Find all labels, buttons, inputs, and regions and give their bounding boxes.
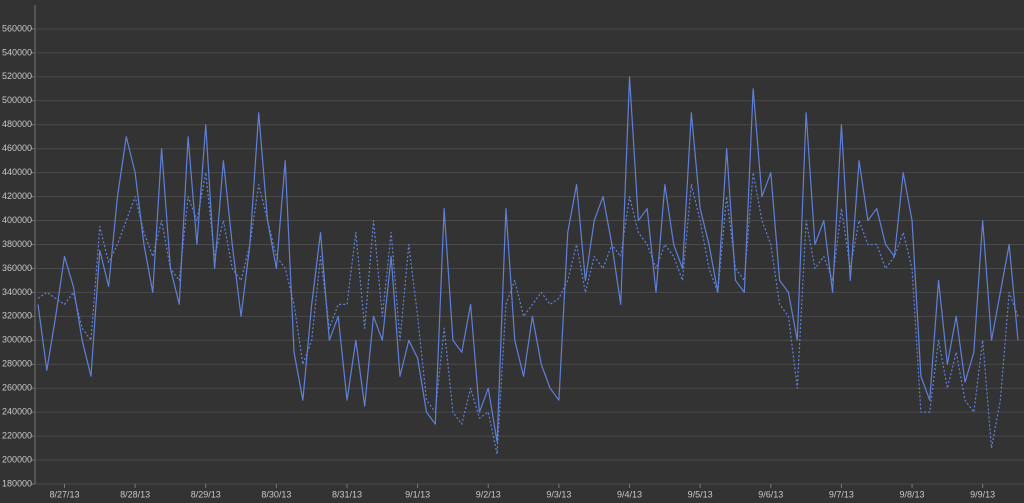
y-tick-label: 400000 <box>2 215 32 225</box>
y-tick-label: 340000 <box>2 287 32 297</box>
y-tick-label: 540000 <box>2 47 32 57</box>
y-tick-label: 280000 <box>2 359 32 369</box>
y-tick-label: 300000 <box>2 335 32 345</box>
x-tick-label: 9/2/13 <box>476 489 501 499</box>
y-tick-label: 360000 <box>2 263 32 273</box>
y-tick-label: 460000 <box>2 143 32 153</box>
y-tick-label: 520000 <box>2 71 32 81</box>
y-tick-label: 220000 <box>2 430 32 440</box>
x-tick-label: 8/27/13 <box>49 489 79 499</box>
x-tick-label: 9/9/13 <box>970 489 995 499</box>
x-tick-label: 9/5/13 <box>688 489 713 499</box>
y-tick-label: 200000 <box>2 454 32 464</box>
x-tick-label: 8/31/13 <box>332 489 362 499</box>
y-tick-label: 260000 <box>2 383 32 393</box>
x-tick-label: 9/6/13 <box>758 489 783 499</box>
y-tick-label: 240000 <box>2 407 32 417</box>
y-tick-label: 380000 <box>2 239 32 249</box>
x-tick-label: 9/4/13 <box>617 489 642 499</box>
solid-line <box>37 76 1019 443</box>
x-tick-label: 9/7/13 <box>829 489 854 499</box>
x-tick-label: 8/29/13 <box>191 489 221 499</box>
x-tick-label: 9/8/13 <box>900 489 925 499</box>
y-tick-label: 560000 <box>2 23 32 33</box>
y-tick-label: 500000 <box>2 95 32 105</box>
x-tick-label: 8/30/13 <box>261 489 291 499</box>
x-tick-label: 8/28/13 <box>120 489 150 499</box>
y-tick-label: 480000 <box>2 119 32 129</box>
y-tick-label: 320000 <box>2 311 32 321</box>
y-tick-label: 420000 <box>2 191 32 201</box>
y-tick-label: 180000 <box>2 478 32 488</box>
x-tick-label: 9/3/13 <box>546 489 571 499</box>
y-tick-label: 440000 <box>2 167 32 177</box>
x-tick-label: 9/1/13 <box>405 489 430 499</box>
